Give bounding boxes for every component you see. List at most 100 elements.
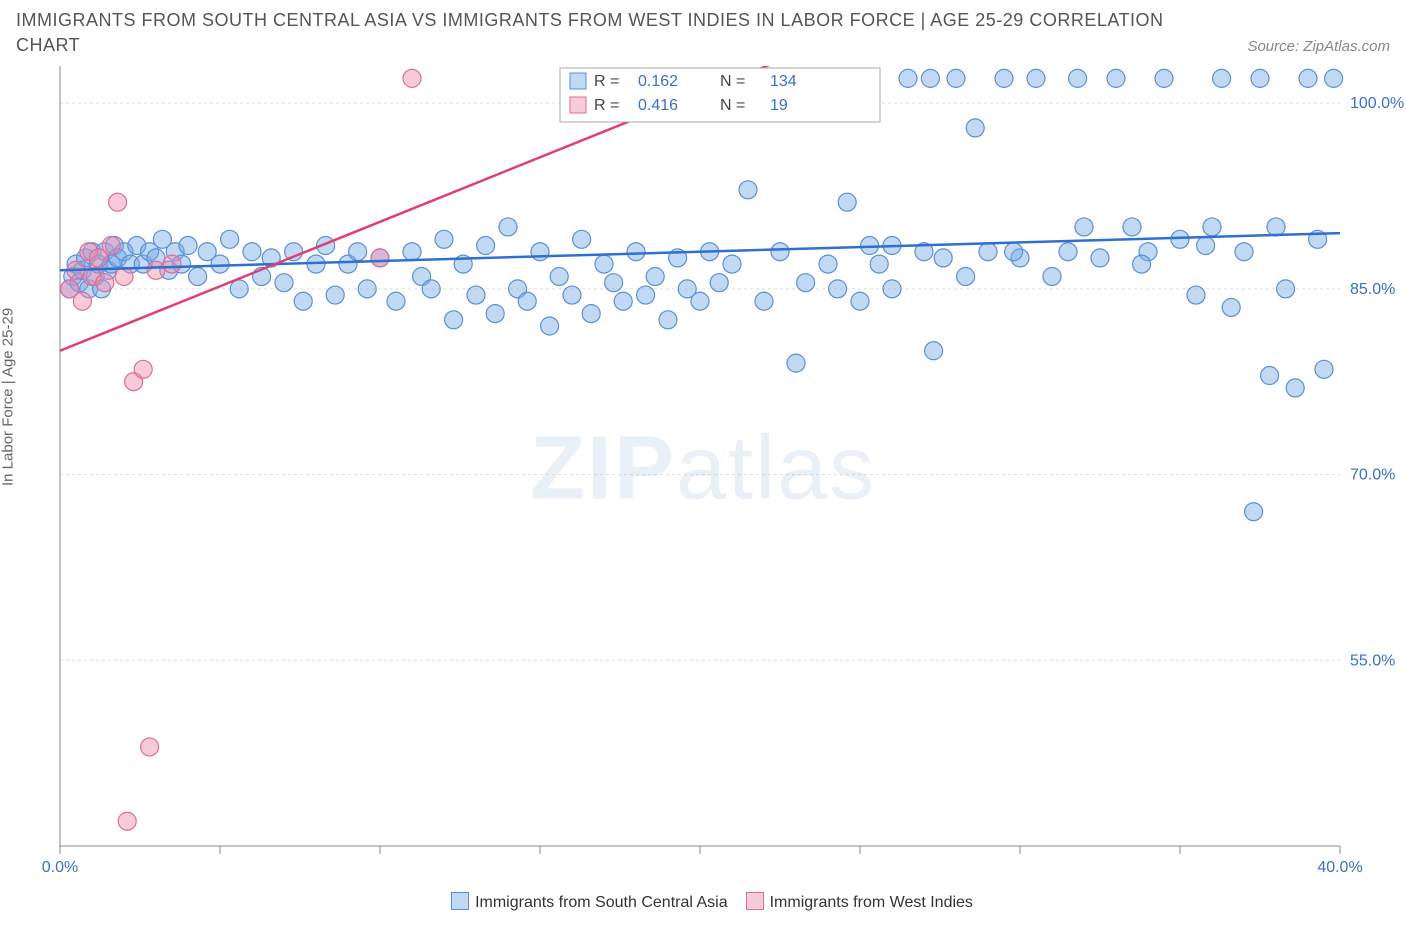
y-tick-label: 85.0% [1350,281,1395,298]
legend-n-label: N = [720,73,745,90]
chart-title-line1: IMMIGRANTS FROM SOUTH CENTRAL ASIA VS IM… [0,0,1406,31]
data-point [275,274,293,292]
data-point [518,292,536,310]
data-point [925,342,943,360]
data-point [1261,367,1279,385]
data-point [1267,218,1285,236]
data-point [1277,280,1295,298]
legend-r-label: R = [594,73,619,90]
data-point [403,243,421,261]
data-point [921,69,939,87]
legend-r-value: 0.162 [638,73,678,90]
data-point [550,267,568,285]
data-point [435,230,453,248]
data-point [829,280,847,298]
bottom-legend: Immigrants from South Central AsiaImmigr… [0,892,1406,912]
legend-r-label: R = [594,97,619,114]
data-point [1155,69,1173,87]
data-point [1027,69,1045,87]
data-point [646,267,664,285]
data-point [1133,255,1151,273]
data-point [118,812,136,830]
data-point [1005,243,1023,261]
legend-n-value: 19 [770,97,788,114]
data-point [710,274,728,292]
data-point [189,267,207,285]
y-tick-label: 70.0% [1350,467,1395,484]
data-point [102,237,120,255]
data-point [1299,69,1317,87]
data-point [294,292,312,310]
data-point [541,317,559,335]
data-point [1059,243,1077,261]
data-point [531,243,549,261]
data-point [637,286,655,304]
data-point [771,243,789,261]
data-point [691,292,709,310]
subtitle-row: CHART Source: ZipAtlas.com [0,31,1406,56]
data-point [957,267,975,285]
legend-swatch [746,892,764,910]
data-point [1235,243,1253,261]
legend-swatch [570,73,586,89]
data-point [899,69,917,87]
data-point [787,354,805,372]
data-point [221,230,239,248]
data-point [134,360,152,378]
chart-title-line2: CHART [16,35,80,56]
chart-area: In Labor Force | Age 25-29 ZIPatlas 55.0… [0,56,1406,916]
data-point [659,311,677,329]
y-axis-label: In Labor Force | Age 25-29 [0,308,17,486]
data-point [883,280,901,298]
data-point [1315,360,1333,378]
data-point [1091,249,1109,267]
data-point [1222,298,1240,316]
data-point [477,237,495,255]
data-point [387,292,405,310]
data-point [755,292,773,310]
legend-swatch [451,892,469,910]
legend-label: Immigrants from South Central Asia [475,894,728,911]
data-point [1325,69,1343,87]
data-point [979,243,997,261]
data-point [966,119,984,137]
data-point [870,255,888,273]
data-point [947,69,965,87]
data-point [563,286,581,304]
data-point [851,292,869,310]
data-point [179,237,197,255]
data-point [403,69,421,87]
data-point [1123,218,1141,236]
data-point [605,274,623,292]
data-point [499,218,517,236]
data-point [1251,69,1269,87]
data-point [467,286,485,304]
x-label-left: 0.0% [42,859,78,876]
data-point [739,181,757,199]
data-point [614,292,632,310]
data-point [1171,230,1189,248]
legend-n-label: N = [720,97,745,114]
data-point [243,243,261,261]
data-point [1213,69,1231,87]
data-point [211,255,229,273]
legend-r-value: 0.416 [638,97,678,114]
data-point [995,69,1013,87]
data-point [141,738,159,756]
data-point [73,292,91,310]
data-point [934,249,952,267]
data-point [819,255,837,273]
data-point [1245,503,1263,521]
data-point [595,255,613,273]
y-tick-label: 55.0% [1350,652,1395,669]
scatter-chart-svg: 55.0%70.0%85.0%100.0%0.0%40.0%R =0.162N … [0,56,1406,886]
data-point [349,243,367,261]
x-label-right: 40.0% [1317,859,1362,876]
data-point [486,305,504,323]
data-point [1203,218,1221,236]
data-point [573,230,591,248]
data-point [445,311,463,329]
data-point [1187,286,1205,304]
series-0 [61,69,1343,520]
data-point [582,305,600,323]
